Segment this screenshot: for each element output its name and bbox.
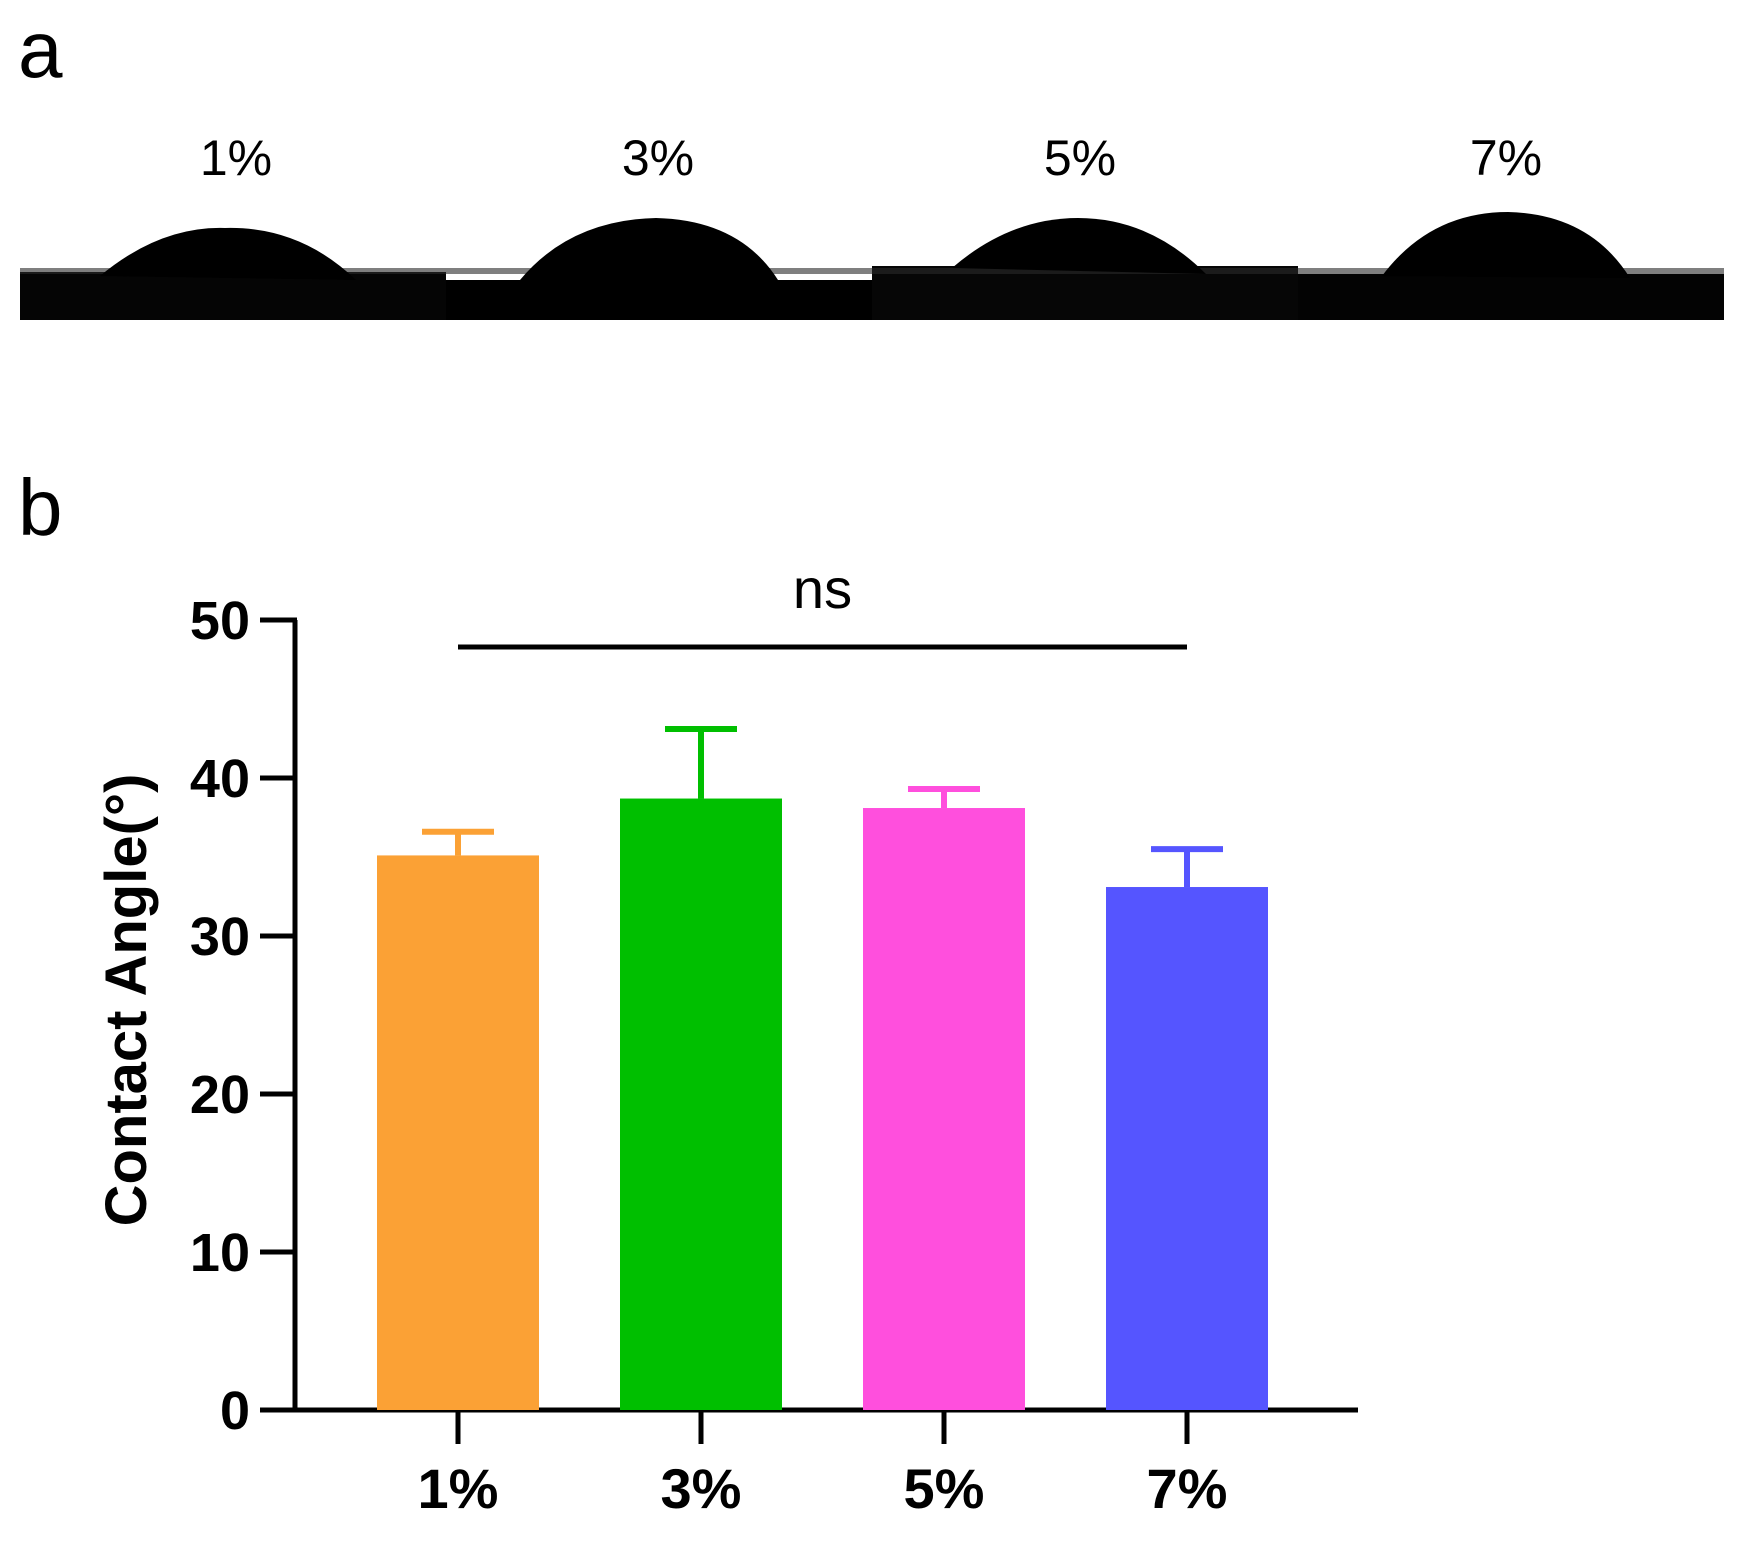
droplet-3 bbox=[952, 218, 1206, 274]
x-ticks: 1% 3% 5% 7% bbox=[418, 1410, 1228, 1520]
substrate-1 bbox=[20, 272, 446, 320]
substrate-4 bbox=[1298, 274, 1724, 320]
substrate-2 bbox=[446, 280, 872, 320]
droplet-1 bbox=[100, 227, 356, 280]
error-bars bbox=[422, 726, 1223, 888]
droplet-label-3: 5% bbox=[1044, 130, 1116, 186]
y-tick-label: 10 bbox=[190, 1223, 250, 1283]
substrate-edge bbox=[20, 268, 1724, 274]
y-tick-label: 40 bbox=[190, 749, 250, 809]
y-tick-label: 0 bbox=[220, 1381, 250, 1441]
panel-a-label: a bbox=[18, 5, 63, 94]
bars bbox=[377, 798, 1268, 1410]
droplet-image-strip: 1% 3% 5% 7% bbox=[20, 130, 1724, 320]
bar-3% bbox=[620, 798, 782, 1410]
bar-7% bbox=[1106, 887, 1268, 1410]
y-tick-label: 50 bbox=[190, 591, 250, 651]
significance-bracket: ns bbox=[458, 557, 1187, 650]
bar-1% bbox=[377, 855, 539, 1410]
droplet-label-2: 3% bbox=[622, 130, 694, 186]
x-tick-label-1%: 1% bbox=[418, 1457, 499, 1520]
x-tick-label-3%: 3% bbox=[661, 1457, 742, 1520]
x-tick-label-5%: 5% bbox=[904, 1457, 985, 1520]
droplet-4 bbox=[1382, 212, 1630, 278]
droplet-2 bbox=[520, 218, 778, 280]
y-tick-label: 20 bbox=[190, 1065, 250, 1125]
droplet-label-4: 7% bbox=[1470, 130, 1542, 186]
y-ticks: 0 10 20 30 40 50 bbox=[190, 591, 297, 1441]
y-axis-label: Contact Angle(°) bbox=[94, 774, 159, 1227]
bar-5% bbox=[863, 808, 1025, 1410]
y-tick-label: 30 bbox=[190, 907, 250, 967]
x-tick-label-7%: 7% bbox=[1147, 1457, 1228, 1520]
panel-b-label: b bbox=[18, 463, 63, 552]
droplet-labels: 1% 3% 5% 7% bbox=[200, 130, 1542, 186]
significance-label: ns bbox=[793, 557, 852, 620]
droplet-label-1: 1% bbox=[200, 130, 272, 186]
substrate-3 bbox=[872, 266, 1298, 320]
